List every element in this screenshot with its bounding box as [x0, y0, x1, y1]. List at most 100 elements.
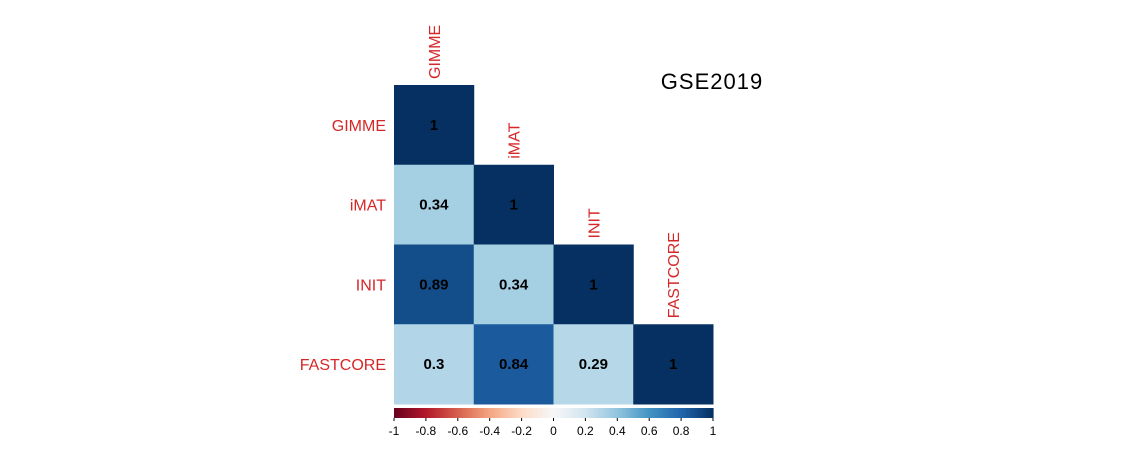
colorbar-segment	[621, 408, 624, 418]
colorbar-segment	[613, 408, 616, 418]
colorbar-segment	[603, 408, 606, 418]
colorbar-segment	[709, 408, 712, 418]
colorbar-segment	[629, 408, 632, 418]
colorbar-segment	[477, 408, 481, 418]
colorbar-segment	[653, 408, 656, 418]
colorbar-tick-label: -1	[389, 424, 400, 438]
colorbar-tick-label: -0.4	[479, 424, 500, 438]
colorbar-segment	[431, 408, 435, 418]
colorbar-tick-label: 0.8	[673, 424, 690, 438]
colorbar-segment	[523, 408, 527, 418]
colorbar-segment	[467, 408, 471, 418]
colorbar-segment	[683, 408, 686, 418]
colorbar-segment	[457, 408, 461, 418]
heatmap-cells: 1 0.34 1 0.89 0.34 1 0.3 0.84 0.29 1	[394, 85, 714, 405]
colorbar-segment	[667, 408, 670, 418]
colorbar-segment	[443, 408, 447, 418]
colorbar-segment	[449, 408, 453, 418]
cell-value-label: 0.29	[579, 356, 608, 373]
colorbar-segment	[539, 408, 543, 418]
colorbar-tick-label: 1	[710, 424, 717, 438]
colorbar-segment	[507, 408, 511, 418]
colorbar-segment	[559, 408, 563, 418]
colorbar-segment	[437, 408, 441, 418]
colorbar-segment	[394, 408, 397, 418]
column-label: FASTCORE	[666, 232, 683, 318]
colorbar-segment	[575, 408, 579, 418]
colorbar-segment	[665, 408, 668, 418]
colorbar-segment	[541, 408, 545, 418]
colorbar-segment	[525, 408, 529, 418]
colorbar-segment	[471, 408, 475, 418]
colorbar-segment	[487, 408, 491, 418]
colorbar-segment	[571, 408, 575, 418]
colorbar-segment	[555, 408, 559, 418]
colorbar-segment	[531, 408, 535, 418]
colorbar-segment	[537, 408, 541, 418]
colorbar-segment	[671, 408, 674, 418]
colorbar-segment	[407, 408, 411, 418]
colorbar-segment	[649, 408, 652, 418]
colorbar-segment	[699, 408, 702, 418]
row-label: FASTCORE	[300, 357, 386, 374]
cell-value-label: 0.89	[419, 276, 448, 293]
colorbar-tick-label: 0.4	[609, 424, 626, 438]
colorbar-segment	[581, 408, 585, 418]
colorbar-segment	[399, 408, 403, 418]
heatmap-cell	[394, 85, 475, 166]
colorbar-segment	[679, 408, 682, 418]
colorbar-segment	[447, 408, 451, 418]
colorbar-segment	[545, 408, 549, 418]
colorbar-segment	[599, 408, 602, 418]
colorbar-segment	[483, 408, 487, 418]
colorbar-segment	[463, 408, 467, 418]
cell-value-label: 0.84	[499, 356, 529, 373]
cell-value-label: 0.34	[499, 276, 529, 293]
colorbar-segment	[395, 408, 399, 418]
colorbar-segment	[685, 408, 688, 418]
heatmap-cell	[553, 244, 634, 325]
colorbar-segment	[551, 408, 555, 418]
colorbar-segment	[689, 408, 692, 418]
cell-value-label: 0.3	[423, 356, 444, 373]
colorbar-segment	[529, 408, 533, 418]
colorbar-segment	[669, 408, 672, 418]
cell-value-label: 1	[589, 276, 597, 293]
colorbar-segment	[427, 408, 431, 418]
colorbar-segment	[565, 408, 569, 418]
colorbar-segment	[517, 408, 521, 418]
cell-value-label: 0.34	[419, 197, 449, 214]
heatmap-cell	[473, 164, 554, 245]
colorbar-segment	[423, 408, 427, 418]
colorbar-segment	[593, 408, 596, 418]
colorbar-segment	[403, 408, 407, 418]
colorbar-segment	[527, 408, 531, 418]
colorbar-segment	[435, 408, 439, 418]
colorbar-segment	[607, 408, 610, 418]
cell-value-label: 1	[669, 356, 677, 373]
column-label: GIMME	[427, 25, 444, 79]
heatmap-cell	[473, 244, 554, 325]
colorbar-segment	[425, 408, 429, 418]
row-label: GIMME	[332, 118, 386, 135]
column-label: INIT	[586, 208, 603, 238]
colorbar-tick-label: 0.2	[577, 424, 594, 438]
colorbar-segment	[401, 408, 405, 418]
colorbar-segment	[503, 408, 507, 418]
colorbar-segment	[445, 408, 449, 418]
colorbar-segment	[591, 408, 594, 418]
colorbar-segment	[619, 408, 622, 418]
colorbar-segment	[647, 408, 650, 418]
colorbar-segment	[693, 408, 696, 418]
colorbar-segment	[673, 408, 676, 418]
heatmap-cell	[394, 324, 475, 405]
colorbar-segment	[637, 408, 640, 418]
heatmap-cell	[473, 324, 554, 405]
colorbar-segment	[497, 408, 501, 418]
colorbar-segment	[455, 408, 459, 418]
colorbar-segment	[677, 408, 680, 418]
colorbar-segment	[485, 408, 489, 418]
colorbar-tick-label: -0.2	[511, 424, 532, 438]
colorbar-segment	[711, 408, 714, 418]
colorbar-segment	[625, 408, 628, 418]
